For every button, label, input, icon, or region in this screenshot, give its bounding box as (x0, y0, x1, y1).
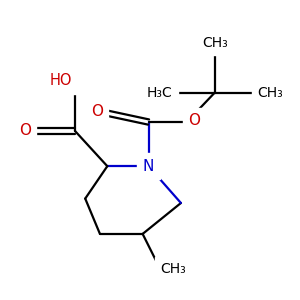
Text: O: O (19, 123, 31, 138)
Text: CH₃: CH₃ (202, 36, 228, 50)
Text: H₃C: H₃C (146, 85, 172, 100)
Text: O: O (188, 113, 200, 128)
Text: O: O (91, 104, 103, 119)
Text: CH₃: CH₃ (160, 262, 186, 276)
Text: HO: HO (50, 73, 72, 88)
Text: N: N (143, 159, 154, 174)
Text: CH₃: CH₃ (257, 85, 283, 100)
